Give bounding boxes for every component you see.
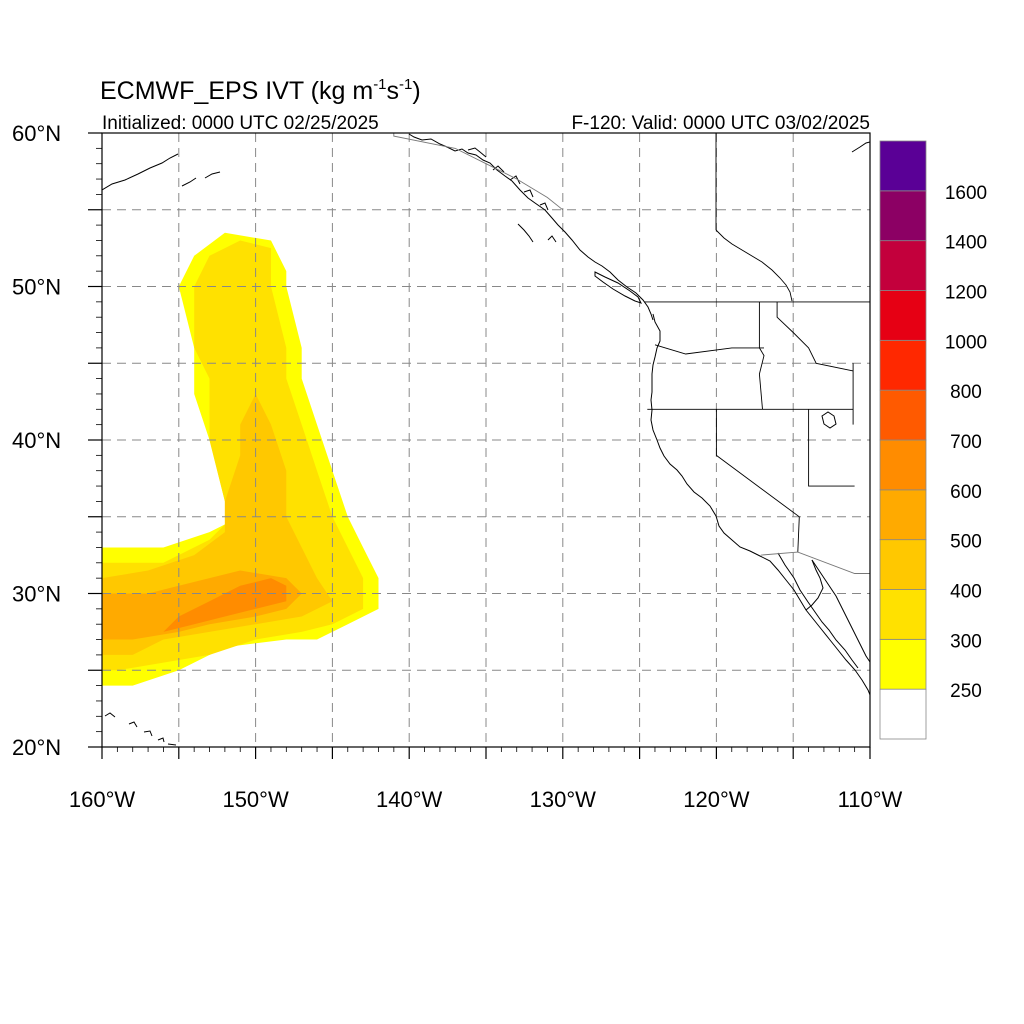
international-borders xyxy=(393,133,870,574)
lon-tick-label: 140°W xyxy=(376,787,443,812)
colorbar-label: 1200 xyxy=(945,283,987,304)
colorbar-label: 300 xyxy=(950,631,982,652)
figure-title: ECMWF_EPS IVT (kg m-1s-1) xyxy=(100,76,421,105)
international-border xyxy=(760,551,870,574)
colorbar-box xyxy=(879,589,927,640)
alaska-islands xyxy=(467,147,557,243)
north-coast-fragment xyxy=(851,141,870,153)
colorbar-label: 1600 xyxy=(945,183,987,204)
colorbar-label: 250 xyxy=(950,681,982,702)
baja-peninsula xyxy=(777,552,859,669)
colorbar-box xyxy=(879,439,927,491)
alaska-bc-coastline xyxy=(408,133,654,321)
state-border xyxy=(654,344,764,355)
colorbar-label: 800 xyxy=(950,382,982,403)
colorbar-label: 1000 xyxy=(945,332,987,353)
lon-tick-label: 160°W xyxy=(69,787,136,812)
colorbar-label: 500 xyxy=(950,532,982,553)
state-border xyxy=(758,301,765,410)
lat-tick-label: 50°N xyxy=(12,275,61,300)
colorbar-box xyxy=(879,539,927,590)
lat-tick-label: 30°N xyxy=(12,582,61,607)
colorbar-box xyxy=(879,290,927,341)
lat-tick-label: 60°N xyxy=(12,121,61,146)
axis-ticks xyxy=(88,132,871,759)
hawaii-islands xyxy=(104,712,177,746)
state-borders xyxy=(644,301,870,553)
colorbar-label: 400 xyxy=(950,582,982,603)
axis-tick-labels: 160°W 150°W 140°W 130°W 120°W 110°W 20°N 30°N 40… xyxy=(12,121,903,812)
lon-tick-label: 130°W xyxy=(530,787,597,812)
state-border xyxy=(776,301,854,372)
colorbar-box xyxy=(879,190,927,242)
colorbar-label: 1400 xyxy=(945,233,987,254)
great-salt-lake xyxy=(821,411,837,429)
lat-tick-label: 20°N xyxy=(12,735,61,760)
us-west-coastline xyxy=(650,313,870,696)
colorbar-box xyxy=(879,688,927,740)
lat-tick-label: 40°N xyxy=(12,428,61,453)
rocky-ridge-border xyxy=(715,229,793,302)
lon-tick-label: 120°W xyxy=(683,787,750,812)
vancouver-island xyxy=(594,271,642,304)
ivt-colorbar: 250 300 400 500 600 700 800 1000 1200 1400 1600 xyxy=(879,140,987,740)
ivt-shading xyxy=(102,232,379,686)
colorbar-box xyxy=(879,140,927,192)
international-border xyxy=(393,133,564,211)
colorbar-box xyxy=(879,339,927,391)
colorbar-label: 700 xyxy=(950,432,982,453)
colorbar-box xyxy=(879,240,927,291)
valid-time-label: F-120: Valid: 0000 UTC 03/02/2025 xyxy=(571,113,870,134)
map-plot-area xyxy=(102,133,870,747)
colorbar-box xyxy=(879,389,927,441)
colorbar-box xyxy=(879,638,927,690)
init-time-label: Initialized: 0000 UTC 02/25/2025 xyxy=(102,113,379,134)
coastlines xyxy=(102,133,870,746)
lat-lon-gridlines xyxy=(102,133,870,747)
lon-tick-label: 150°W xyxy=(222,787,289,812)
lon-tick-label: 110°W xyxy=(838,787,903,812)
state-border xyxy=(715,409,800,553)
south-alaska-coast xyxy=(102,153,221,191)
colorbar-label: 600 xyxy=(950,482,982,503)
mexico-mainland-coast xyxy=(811,559,870,663)
colorbar-box xyxy=(879,489,927,541)
state-border xyxy=(808,409,855,487)
